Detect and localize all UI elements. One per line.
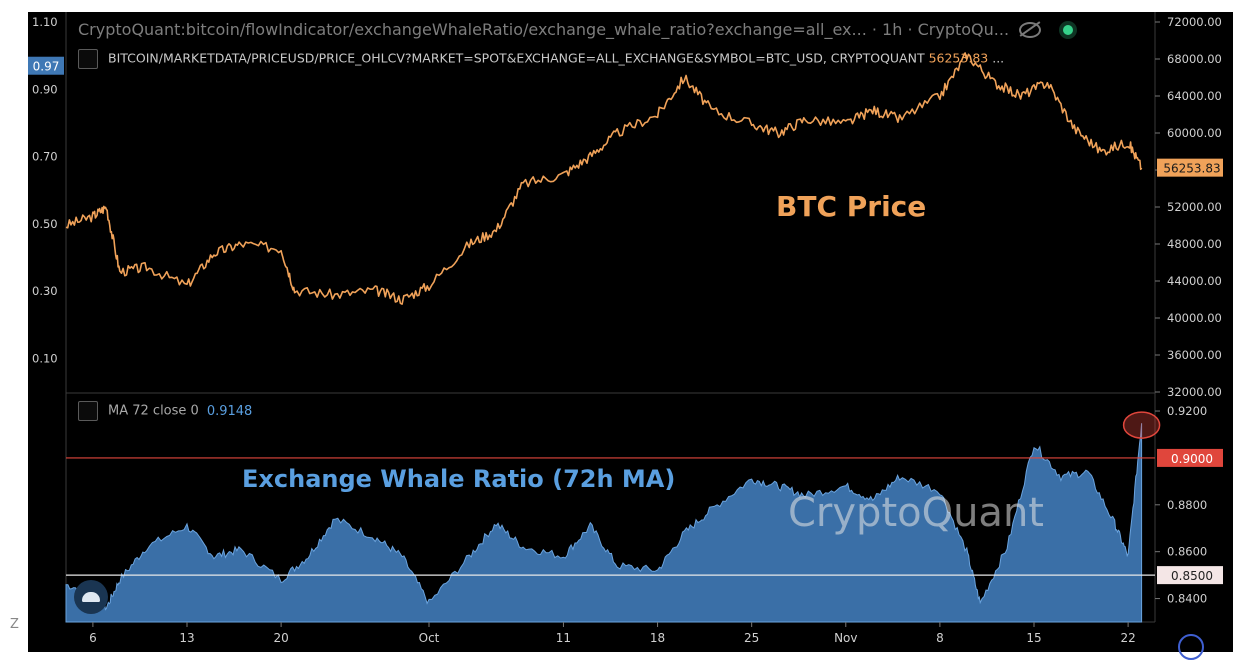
peak-highlight-circle — [1122, 411, 1161, 439]
x-tick-15: 15 — [1026, 631, 1041, 645]
whale-tick-0.8600: 0.8600 — [1167, 545, 1207, 559]
left-tick-0.50: 0.50 — [32, 217, 58, 231]
ma-legend-toggle-box[interactable] — [78, 401, 98, 421]
ma-series-legend[interactable]: MA 72 close 0 0.9148 — [78, 401, 252, 421]
status-dot-icon — [1063, 25, 1073, 35]
header-icons — [1019, 22, 1073, 38]
x-tick-11: 11 — [556, 631, 571, 645]
price-tick-36000.00: 36000.00 — [1167, 348, 1222, 362]
left-tick-0.10: 0.10 — [32, 351, 58, 365]
zoom-toggle-button[interactable]: Z — [10, 617, 19, 632]
whale-ratio-area — [65, 423, 1143, 623]
x-tick-25: 25 — [744, 631, 759, 645]
left-tick-1.10: 1.10 — [32, 15, 58, 29]
whale-tick-0.9200: 0.9200 — [1167, 404, 1207, 418]
price-tick-72000.00: 72000.00 — [1167, 15, 1222, 29]
whale-tick-0.8800: 0.8800 — [1167, 498, 1207, 512]
left-highlight-bg — [28, 56, 64, 75]
x-tick-22: 22 — [1120, 631, 1135, 645]
x-tick-Oct: Oct — [419, 631, 440, 645]
threshold-label-0.9000: 0.9000 — [1171, 452, 1213, 466]
price-tick-32000.00: 32000.00 — [1167, 385, 1222, 399]
ma-legend-value: 0.9148 — [206, 403, 253, 419]
eye-slash-icon[interactable] — [1019, 22, 1041, 38]
axis-layer: 0.9000 0.8500 32000.00 36000.00 40000.00 4400… — [28, 15, 1223, 645]
price-tick-48000.00: 48000.00 — [1167, 237, 1222, 251]
x-tick-18: 18 — [650, 631, 665, 645]
cryptoquant-logo-icon[interactable] — [74, 580, 108, 614]
cryptoquant-watermark: CryptoQuant — [788, 490, 1044, 536]
price-tick-52000.00: 52000.00 — [1167, 200, 1222, 214]
whale-tick-0.8400: 0.8400 — [1167, 592, 1207, 606]
price-tick-44000.00: 44000.00 — [1167, 274, 1222, 288]
btc-price-annotation: BTC Price — [776, 190, 927, 223]
price-series-legend[interactable]: BITCOIN/MARKETDATA/PRICEUSD/PRICE_OHLCV?… — [78, 49, 1004, 69]
price-legend-toggle-box[interactable] — [78, 49, 98, 69]
left-highlight-label: 0.97 — [33, 60, 60, 74]
chart-frame: 0.9000 0.8500 32000.00 36000.00 40000.00 4400… — [28, 12, 1233, 660]
btc-price-line-layer — [65, 52, 1143, 305]
last-price-label: 56253.83 — [1163, 162, 1220, 176]
chart-canvas: 0.9000 0.8500 32000.00 36000.00 40000.00 4400… — [28, 12, 1223, 645]
btc-price-line — [65, 52, 1143, 305]
x-tick-Nov: Nov — [834, 631, 857, 645]
last-price-label-bg — [1157, 158, 1223, 177]
x-tick-20: 20 — [273, 631, 288, 645]
ma-legend-label: MA 72 close 0 — [108, 403, 199, 419]
threshold-label-bg-0.8500 — [1157, 566, 1223, 585]
chart-title: CryptoQuant:bitcoin/flowIndicator/exchan… — [78, 20, 1010, 39]
price-tick-60000.00: 60000.00 — [1167, 126, 1222, 140]
price-tick-68000.00: 68000.00 — [1167, 52, 1222, 66]
whale-ratio-area-layer — [65, 411, 1161, 623]
threshold-label-0.8500: 0.8500 — [1171, 569, 1213, 583]
x-tick-8: 8 — [936, 631, 944, 645]
price-tick-64000.00: 64000.00 — [1167, 89, 1222, 103]
corner-logo-icon[interactable] — [1178, 634, 1204, 660]
threshold-label-bg-0.9000 — [1157, 448, 1223, 467]
left-tick-0.90: 0.90 — [32, 82, 58, 96]
x-tick-13: 13 — [179, 631, 194, 645]
price-legend-label: BITCOIN/MARKETDATA/PRICEUSD/PRICE_OHLCV?… — [108, 50, 925, 66]
left-tick-0.70: 0.70 — [32, 150, 58, 164]
price-tick-40000.00: 40000.00 — [1167, 311, 1222, 325]
price-legend-value: 56253.83 — [928, 50, 989, 66]
x-tick-6: 6 — [89, 631, 97, 645]
left-tick-0.30: 0.30 — [32, 284, 58, 298]
price-legend-more[interactable]: ... — [992, 50, 1005, 66]
whale-ratio-annotation: Exchange Whale Ratio (72h MA) — [242, 465, 676, 493]
